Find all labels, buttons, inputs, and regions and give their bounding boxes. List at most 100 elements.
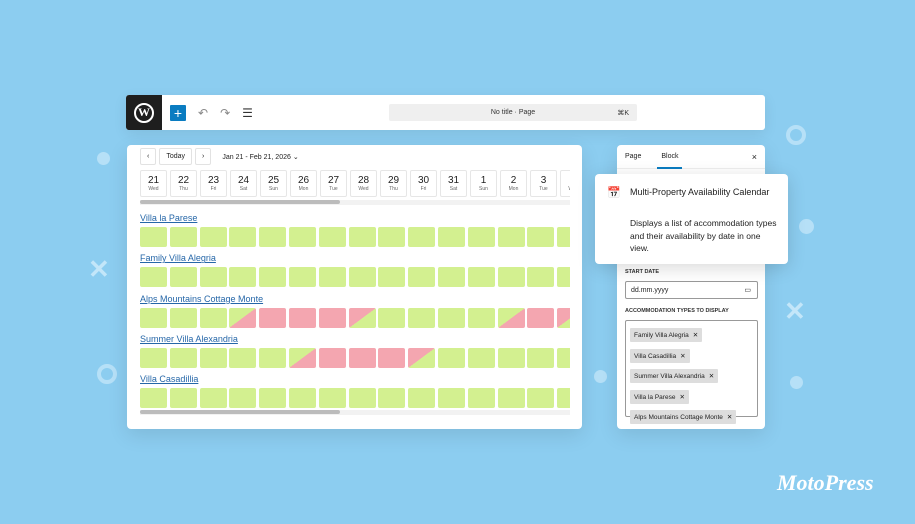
availability-cell-available[interactable] bbox=[229, 347, 257, 368]
availability-cell-available[interactable] bbox=[140, 388, 167, 409]
availability-cell-booked[interactable] bbox=[318, 307, 346, 328]
property-link[interactable]: Alps Mountains Cottage Monte bbox=[140, 293, 264, 304]
availability-cell-available[interactable] bbox=[557, 347, 570, 368]
today-button[interactable]: Today bbox=[159, 148, 193, 165]
remove-token-icon[interactable]: ✕ bbox=[708, 373, 715, 380]
availability-cell-available[interactable] bbox=[467, 347, 495, 368]
availability-cell-available[interactable] bbox=[199, 267, 227, 288]
calendar-icon[interactable]: ▭ bbox=[744, 287, 751, 294]
start-date-input[interactable]: dd.mm.yyyy ▭ bbox=[625, 281, 758, 299]
availability-cell-available[interactable] bbox=[557, 227, 570, 247]
availability-cell-available[interactable] bbox=[348, 267, 376, 288]
command-palette[interactable]: No title · Page ⌘K bbox=[389, 104, 637, 121]
availability-cell-available[interactable] bbox=[378, 388, 406, 409]
availability-cell-check-in[interactable] bbox=[229, 307, 257, 328]
availability-cell-available[interactable] bbox=[288, 227, 316, 247]
property-link[interactable]: Villa Casadillia bbox=[140, 374, 199, 385]
availability-cell-available[interactable] bbox=[527, 347, 555, 368]
availability-cell-available[interactable] bbox=[288, 388, 316, 409]
availability-cell-available[interactable] bbox=[199, 347, 227, 368]
availability-cell-available[interactable] bbox=[408, 227, 436, 247]
wordpress-logo[interactable]: W bbox=[126, 95, 162, 130]
availability-cell-available[interactable] bbox=[229, 388, 257, 409]
availability-cell-available[interactable] bbox=[437, 227, 465, 247]
availability-cell-available[interactable] bbox=[557, 267, 570, 288]
availability-cell-available[interactable] bbox=[378, 267, 406, 288]
availability-cell-available[interactable] bbox=[437, 307, 465, 328]
availability-cell-available[interactable] bbox=[318, 267, 346, 288]
availability-cell-available[interactable] bbox=[259, 267, 287, 288]
property-link[interactable]: Villa la Parese bbox=[140, 213, 198, 223]
availability-cell-available[interactable] bbox=[497, 347, 525, 368]
remove-token-icon[interactable]: ✕ bbox=[680, 352, 686, 360]
tab-page[interactable]: Page bbox=[625, 153, 642, 160]
date-range-dropdown[interactable]: Jan 21 - Feb 21, 2026 ⌄ bbox=[222, 153, 299, 161]
availability-cell-available[interactable] bbox=[140, 307, 167, 328]
availability-cell-available[interactable] bbox=[318, 388, 346, 409]
availability-cell-check-out[interactable] bbox=[348, 307, 376, 328]
availability-cell-available[interactable] bbox=[467, 307, 495, 328]
availability-cell-available[interactable] bbox=[259, 347, 287, 368]
availability-cell-available[interactable] bbox=[437, 388, 465, 409]
scrollbar[interactable] bbox=[140, 410, 570, 415]
add-block-button[interactable]: + bbox=[170, 104, 186, 121]
availability-cell-available[interactable] bbox=[140, 227, 167, 247]
availability-cell-available[interactable] bbox=[497, 388, 525, 409]
availability-cell-available[interactable] bbox=[467, 388, 495, 409]
list-view-icon[interactable]: ☰ bbox=[242, 105, 253, 120]
availability-cell-available[interactable] bbox=[229, 227, 257, 247]
availability-cell-booked[interactable] bbox=[527, 307, 555, 328]
availability-cell-available[interactable] bbox=[437, 267, 465, 288]
availability-cell-check-in[interactable] bbox=[288, 347, 316, 368]
scrollbar[interactable] bbox=[140, 200, 570, 205]
availability-cell-check-out[interactable] bbox=[408, 347, 436, 368]
availability-cell-available[interactable] bbox=[527, 388, 555, 409]
availability-cell-booked[interactable] bbox=[259, 307, 287, 328]
availability-cell-available[interactable] bbox=[318, 227, 346, 247]
availability-cell-available[interactable] bbox=[408, 388, 436, 409]
availability-cell-booked[interactable] bbox=[378, 347, 406, 368]
availability-cell-available[interactable] bbox=[408, 267, 436, 288]
availability-cell-available[interactable] bbox=[467, 227, 495, 247]
availability-cell-available[interactable] bbox=[378, 307, 406, 328]
availability-cell-available[interactable] bbox=[557, 388, 570, 409]
availability-cell-available[interactable] bbox=[497, 227, 525, 247]
availability-cell-available[interactable] bbox=[259, 227, 287, 247]
availability-cell-available[interactable] bbox=[169, 347, 197, 368]
availability-cell-check-in[interactable] bbox=[497, 307, 525, 328]
availability-cell-available[interactable] bbox=[140, 267, 167, 288]
availability-cell-available[interactable] bbox=[527, 227, 555, 247]
availability-cell-available[interactable] bbox=[467, 267, 495, 288]
availability-cell-available[interactable] bbox=[288, 267, 316, 288]
availability-cell-available[interactable] bbox=[259, 388, 287, 409]
close-icon[interactable]: × bbox=[751, 151, 757, 162]
availability-cell-available[interactable] bbox=[348, 227, 376, 247]
prev-button[interactable]: ‹ bbox=[140, 148, 157, 165]
undo-icon[interactable]: ↶ bbox=[198, 105, 209, 120]
redo-icon[interactable]: ↷ bbox=[220, 105, 231, 120]
availability-cell-available[interactable] bbox=[199, 227, 227, 247]
availability-cell-available[interactable] bbox=[497, 267, 525, 288]
remove-token-icon[interactable]: ✕ bbox=[679, 393, 685, 401]
availability-cell-available[interactable] bbox=[348, 388, 376, 409]
availability-cell-booked[interactable] bbox=[288, 307, 316, 328]
availability-cell-available[interactable] bbox=[140, 347, 167, 368]
tab-block[interactable]: Block bbox=[657, 153, 683, 169]
remove-token-icon[interactable]: ✕ bbox=[726, 414, 733, 421]
availability-cell-available[interactable] bbox=[527, 267, 555, 288]
availability-cell-available[interactable] bbox=[378, 227, 406, 247]
property-link[interactable]: Summer Villa Alexandria bbox=[140, 333, 238, 344]
availability-cell-available[interactable] bbox=[169, 267, 197, 288]
property-link[interactable]: Family Villa Alegria bbox=[140, 253, 216, 264]
next-button[interactable]: › bbox=[195, 148, 212, 165]
availability-cell-available[interactable] bbox=[169, 307, 197, 328]
remove-token-icon[interactable]: ✕ bbox=[692, 332, 699, 339]
availability-cell-check-out[interactable] bbox=[557, 307, 570, 328]
availability-cell-booked[interactable] bbox=[318, 347, 346, 368]
availability-cell-available[interactable] bbox=[437, 347, 465, 368]
availability-cell-booked[interactable] bbox=[348, 347, 376, 368]
types-token-field[interactable]: Family Villa Alegria ✕ Villa Casadillia ✕ Su… bbox=[625, 320, 758, 424]
availability-cell-available[interactable] bbox=[408, 307, 436, 328]
availability-cell-available[interactable] bbox=[199, 388, 227, 409]
availability-cell-available[interactable] bbox=[169, 227, 197, 247]
